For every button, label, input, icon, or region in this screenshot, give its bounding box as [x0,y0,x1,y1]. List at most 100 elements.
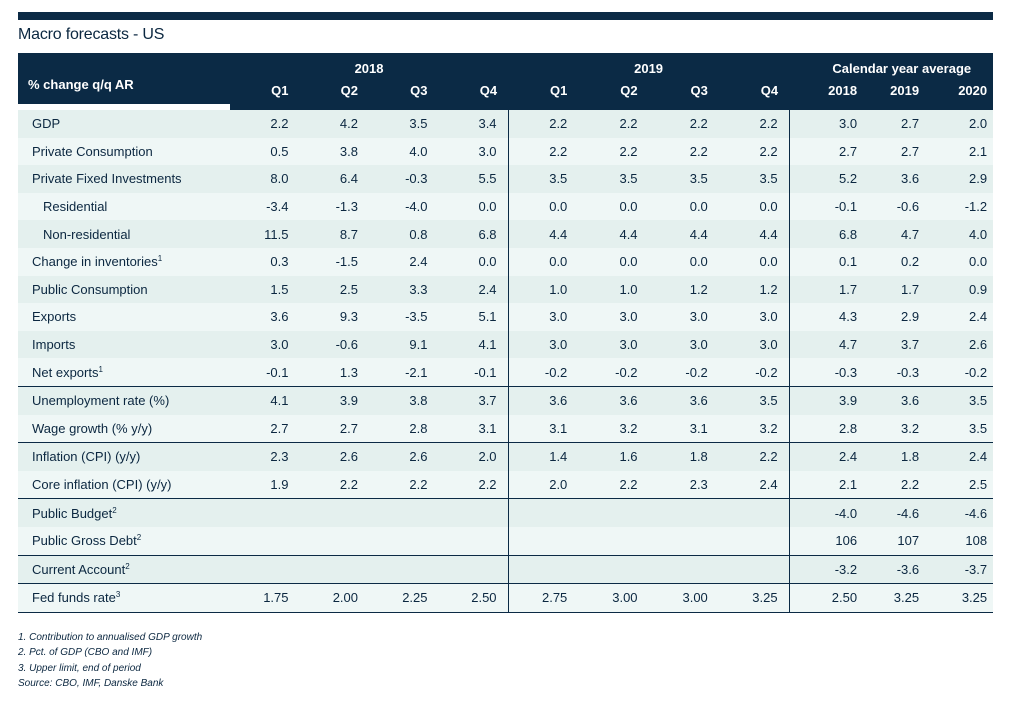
value-cell: -3.2 [788,555,858,585]
value-cell: 3.6 [857,165,926,193]
value-cell: 3.5 [925,386,994,415]
column-header: Q3 [369,83,439,110]
value-cell: 3.25 [925,583,994,613]
value-cell: 2.6 [925,330,994,359]
row-label-text: Unemployment rate (%) [32,393,170,409]
row-label: Imports [18,330,230,359]
row-label: Public Consumption [18,275,230,304]
value-cell [369,555,439,585]
value-cell: 2.3 [230,442,300,471]
value-cell: 3.00 [648,583,719,613]
value-cell: -0.1 [438,358,509,387]
value-cell: 0.9 [925,275,994,304]
value-cell: 2.6 [299,442,369,471]
row-label: Current Account2 [18,555,230,585]
value-cell: 3.9 [788,386,858,415]
value-cell: 2.9 [857,303,926,331]
value-cell: 2.0 [507,470,579,500]
value-cell [438,526,509,556]
value-cell: 3.25 [857,583,926,613]
value-cell: -0.6 [299,330,369,359]
value-cell: 1.2 [648,275,719,304]
row-label: Non-residential [18,220,230,248]
value-cell: 2.2 [230,110,300,138]
value-cell: 107 [857,526,926,556]
value-cell: 1.4 [507,442,579,471]
value-cell: 3.5 [718,165,790,193]
value-cell: 3.5 [578,165,649,193]
column-header: 2020 [925,83,994,110]
value-cell: 0.0 [648,247,719,276]
value-cell [369,498,439,527]
table-row: Public Consumption 1.5 2.5 3.3 2.4 1.0 1.0 1.2 1… [18,275,994,304]
footnote-ref: 2 [136,533,142,543]
value-cell [507,526,579,556]
value-cell: 2.5 [299,275,369,304]
row-label: Private Consumption [18,137,230,166]
value-cell [299,498,369,527]
value-cell: 2.5 [925,470,994,500]
row-label: Wage growth (% y/y) [18,414,230,444]
value-cell [438,555,509,585]
column-header: Q4 [438,83,509,110]
value-cell: 3.0 [507,303,579,331]
value-cell: -3.5 [369,303,439,331]
value-cell: 3.0 [578,303,649,331]
row-label-text: Wage growth (% y/y) [32,420,153,436]
row-label-text: Net exports [32,364,99,380]
value-cell: 5.2 [788,165,858,193]
row-label: Core inflation (CPI) (y/y) [18,470,230,500]
value-cell: 2.2 [718,110,790,138]
page-title: Macro forecasts - US [18,26,165,43]
value-cell: -4.6 [925,498,994,527]
value-cell: -0.1 [230,358,300,387]
value-cell: 1.7 [788,275,858,304]
value-cell: 2.7 [857,110,926,138]
row-label-text: Imports [32,337,76,353]
row-label: Residential [18,192,230,221]
table-row: Exports 3.6 9.3 -3.5 5.1 3.0 3.0 3.0 3.0 4.3 2.9 2.… [18,303,994,331]
row-label-text: Residential [43,199,108,215]
value-cell: 2.2 [648,110,719,138]
value-cell: -1.3 [299,192,369,221]
value-cell [578,555,649,585]
table-row: Change in inventories1 0.3 -1.5 2.4 0.0 0.0 0.… [18,247,994,276]
value-cell: 4.7 [788,330,858,359]
value-cell: 0.8 [369,220,439,248]
group-header-calendar-avg: Calendar year average [789,53,994,83]
value-cell: 3.8 [299,137,369,166]
value-cell: 2.4 [438,275,509,304]
value-cell: 1.7 [857,275,926,304]
value-cell [299,526,369,556]
value-cell: 2.2 [299,470,369,500]
value-cell: 4.3 [788,303,858,331]
row-label: Unemployment rate (%) [18,386,230,415]
value-cell: 0.0 [718,247,790,276]
value-cell: 3.3 [369,275,439,304]
footnote-ref: 2 [112,505,117,515]
row-label-text: Public Budget [32,505,113,521]
value-cell: -0.3 [369,165,439,193]
value-cell: 3.1 [648,414,719,444]
value-cell [648,498,719,527]
value-cell: 3.6 [507,386,579,415]
value-cell: 2.8 [369,414,439,444]
row-label: Private Fixed Investments [18,165,230,193]
row-label-text: Public Consumption [32,281,148,297]
value-cell: 3.00 [578,583,649,613]
value-cell: 1.5 [230,275,300,304]
value-cell: 2.4 [788,442,858,471]
value-cell: 3.1 [438,414,509,444]
value-cell: 2.6 [369,442,439,471]
value-cell: 3.4 [438,110,509,138]
row-label-text: Non-residential [43,226,131,242]
value-cell: 3.6 [230,303,300,331]
value-cell: 3.0 [230,330,300,359]
value-cell: 108 [925,526,994,556]
value-cell [369,526,439,556]
table-row: Fed funds rate3 1.75 2.00 2.25 2.50 2.75 3.00 3… [18,583,994,613]
value-cell: 4.4 [718,220,790,248]
value-cell: 5.5 [438,165,509,193]
table-row: Residential -3.4 -1.3 -4.0 0.0 0.0 0.0 0.0 0.0 -0… [18,192,994,221]
row-label: GDP [18,110,230,138]
